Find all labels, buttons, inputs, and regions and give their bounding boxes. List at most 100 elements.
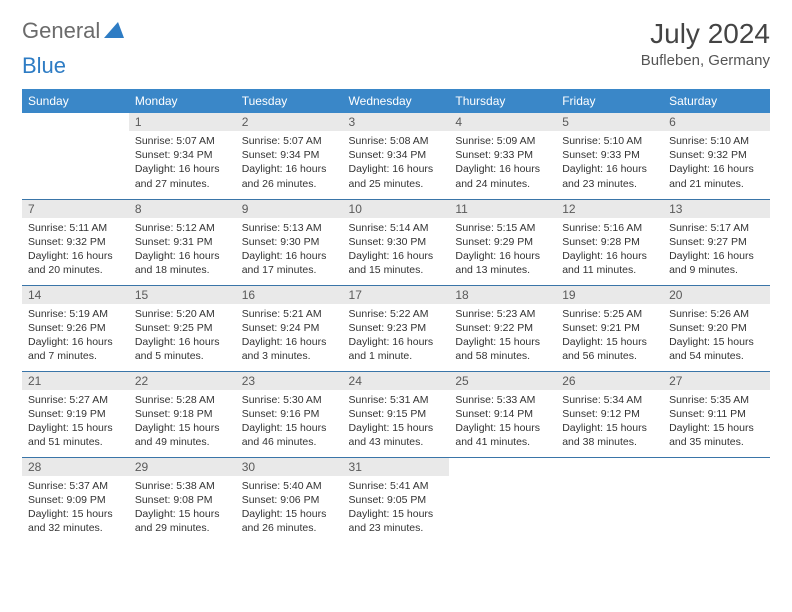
calendar-day-cell: 8Sunrise: 5:12 AMSunset: 9:31 PMDaylight…: [129, 199, 236, 285]
calendar-day-cell: 18Sunrise: 5:23 AMSunset: 9:22 PMDayligh…: [449, 285, 556, 371]
weekday-header: Wednesday: [343, 89, 450, 113]
day-body: Sunrise: 5:20 AMSunset: 9:25 PMDaylight:…: [129, 304, 236, 368]
day-body: Sunrise: 5:26 AMSunset: 9:20 PMDaylight:…: [663, 304, 770, 368]
day-body: Sunrise: 5:14 AMSunset: 9:30 PMDaylight:…: [343, 218, 450, 282]
calendar-day-cell: 21Sunrise: 5:27 AMSunset: 9:19 PMDayligh…: [22, 371, 129, 457]
calendar-day-cell: [663, 457, 770, 543]
day-number: 12: [556, 200, 663, 218]
day-body: Sunrise: 5:12 AMSunset: 9:31 PMDaylight:…: [129, 218, 236, 282]
day-number: 13: [663, 200, 770, 218]
day-number: 7: [22, 200, 129, 218]
calendar-body: 1Sunrise: 5:07 AMSunset: 9:34 PMDaylight…: [22, 113, 770, 543]
calendar-day-cell: [449, 457, 556, 543]
day-body: Sunrise: 5:13 AMSunset: 9:30 PMDaylight:…: [236, 218, 343, 282]
day-body: Sunrise: 5:09 AMSunset: 9:33 PMDaylight:…: [449, 131, 556, 195]
weekday-header: Saturday: [663, 89, 770, 113]
day-body: Sunrise: 5:31 AMSunset: 9:15 PMDaylight:…: [343, 390, 450, 454]
calendar-day-cell: 30Sunrise: 5:40 AMSunset: 9:06 PMDayligh…: [236, 457, 343, 543]
day-number: 4: [449, 113, 556, 131]
day-body: Sunrise: 5:34 AMSunset: 9:12 PMDaylight:…: [556, 390, 663, 454]
day-number: 11: [449, 200, 556, 218]
day-body: Sunrise: 5:17 AMSunset: 9:27 PMDaylight:…: [663, 218, 770, 282]
calendar-day-cell: 23Sunrise: 5:30 AMSunset: 9:16 PMDayligh…: [236, 371, 343, 457]
title-block: July 2024 Bufleben, Germany: [641, 18, 770, 69]
calendar-week-row: 1Sunrise: 5:07 AMSunset: 9:34 PMDaylight…: [22, 113, 770, 199]
day-number: 21: [22, 372, 129, 390]
day-body: Sunrise: 5:19 AMSunset: 9:26 PMDaylight:…: [22, 304, 129, 368]
day-body: Sunrise: 5:41 AMSunset: 9:05 PMDaylight:…: [343, 476, 450, 540]
calendar-day-cell: 17Sunrise: 5:22 AMSunset: 9:23 PMDayligh…: [343, 285, 450, 371]
day-number: 25: [449, 372, 556, 390]
location: Bufleben, Germany: [641, 52, 770, 69]
logo-text-general: General: [22, 18, 100, 44]
day-number: 2: [236, 113, 343, 131]
day-number: 23: [236, 372, 343, 390]
calendar-day-cell: 24Sunrise: 5:31 AMSunset: 9:15 PMDayligh…: [343, 371, 450, 457]
day-number: 24: [343, 372, 450, 390]
calendar-day-cell: 3Sunrise: 5:08 AMSunset: 9:34 PMDaylight…: [343, 113, 450, 199]
calendar-week-row: 7Sunrise: 5:11 AMSunset: 9:32 PMDaylight…: [22, 199, 770, 285]
calendar-week-row: 14Sunrise: 5:19 AMSunset: 9:26 PMDayligh…: [22, 285, 770, 371]
day-body: Sunrise: 5:23 AMSunset: 9:22 PMDaylight:…: [449, 304, 556, 368]
logo-text-blue: Blue: [22, 53, 66, 78]
calendar-week-row: 21Sunrise: 5:27 AMSunset: 9:19 PMDayligh…: [22, 371, 770, 457]
day-number: 10: [343, 200, 450, 218]
weekday-header: Sunday: [22, 89, 129, 113]
day-body: Sunrise: 5:30 AMSunset: 9:16 PMDaylight:…: [236, 390, 343, 454]
weekday-header: Friday: [556, 89, 663, 113]
month-title: July 2024: [641, 18, 770, 50]
day-body: Sunrise: 5:22 AMSunset: 9:23 PMDaylight:…: [343, 304, 450, 368]
day-number: 29: [129, 458, 236, 476]
day-body: Sunrise: 5:10 AMSunset: 9:33 PMDaylight:…: [556, 131, 663, 195]
day-body: Sunrise: 5:11 AMSunset: 9:32 PMDaylight:…: [22, 218, 129, 282]
calendar-day-cell: 22Sunrise: 5:28 AMSunset: 9:18 PMDayligh…: [129, 371, 236, 457]
calendar-day-cell: 6Sunrise: 5:10 AMSunset: 9:32 PMDaylight…: [663, 113, 770, 199]
day-number: 8: [129, 200, 236, 218]
calendar-day-cell: 1Sunrise: 5:07 AMSunset: 9:34 PMDaylight…: [129, 113, 236, 199]
day-number: 18: [449, 286, 556, 304]
day-body: Sunrise: 5:08 AMSunset: 9:34 PMDaylight:…: [343, 131, 450, 195]
day-number: 20: [663, 286, 770, 304]
weekday-header: Tuesday: [236, 89, 343, 113]
calendar-day-cell: 9Sunrise: 5:13 AMSunset: 9:30 PMDaylight…: [236, 199, 343, 285]
calendar-day-cell: 19Sunrise: 5:25 AMSunset: 9:21 PMDayligh…: [556, 285, 663, 371]
day-number: 9: [236, 200, 343, 218]
day-body: Sunrise: 5:38 AMSunset: 9:08 PMDaylight:…: [129, 476, 236, 540]
calendar-day-cell: 5Sunrise: 5:10 AMSunset: 9:33 PMDaylight…: [556, 113, 663, 199]
day-body: Sunrise: 5:25 AMSunset: 9:21 PMDaylight:…: [556, 304, 663, 368]
day-body: Sunrise: 5:21 AMSunset: 9:24 PMDaylight:…: [236, 304, 343, 368]
day-body: Sunrise: 5:27 AMSunset: 9:19 PMDaylight:…: [22, 390, 129, 454]
day-number: 31: [343, 458, 450, 476]
calendar-day-cell: 4Sunrise: 5:09 AMSunset: 9:33 PMDaylight…: [449, 113, 556, 199]
calendar-day-cell: 28Sunrise: 5:37 AMSunset: 9:09 PMDayligh…: [22, 457, 129, 543]
weekday-header: Thursday: [449, 89, 556, 113]
day-number: 5: [556, 113, 663, 131]
day-body: Sunrise: 5:07 AMSunset: 9:34 PMDaylight:…: [236, 131, 343, 195]
calendar-day-cell: 10Sunrise: 5:14 AMSunset: 9:30 PMDayligh…: [343, 199, 450, 285]
day-body: Sunrise: 5:40 AMSunset: 9:06 PMDaylight:…: [236, 476, 343, 540]
calendar-day-cell: 31Sunrise: 5:41 AMSunset: 9:05 PMDayligh…: [343, 457, 450, 543]
day-number: 30: [236, 458, 343, 476]
day-number: 3: [343, 113, 450, 131]
day-number: 1: [129, 113, 236, 131]
day-number: 28: [22, 458, 129, 476]
calendar-day-cell: 20Sunrise: 5:26 AMSunset: 9:20 PMDayligh…: [663, 285, 770, 371]
calendar-day-cell: [22, 113, 129, 199]
day-body: Sunrise: 5:16 AMSunset: 9:28 PMDaylight:…: [556, 218, 663, 282]
calendar-day-cell: 25Sunrise: 5:33 AMSunset: 9:14 PMDayligh…: [449, 371, 556, 457]
logo: General: [22, 18, 126, 44]
calendar-day-cell: 29Sunrise: 5:38 AMSunset: 9:08 PMDayligh…: [129, 457, 236, 543]
calendar-day-cell: 27Sunrise: 5:35 AMSunset: 9:11 PMDayligh…: [663, 371, 770, 457]
calendar-day-cell: 15Sunrise: 5:20 AMSunset: 9:25 PMDayligh…: [129, 285, 236, 371]
day-number: 17: [343, 286, 450, 304]
calendar-day-cell: [556, 457, 663, 543]
calendar-day-cell: 11Sunrise: 5:15 AMSunset: 9:29 PMDayligh…: [449, 199, 556, 285]
calendar-day-cell: 14Sunrise: 5:19 AMSunset: 9:26 PMDayligh…: [22, 285, 129, 371]
calendar-day-cell: 16Sunrise: 5:21 AMSunset: 9:24 PMDayligh…: [236, 285, 343, 371]
day-body: Sunrise: 5:10 AMSunset: 9:32 PMDaylight:…: [663, 131, 770, 195]
calendar-day-cell: 12Sunrise: 5:16 AMSunset: 9:28 PMDayligh…: [556, 199, 663, 285]
day-body: Sunrise: 5:35 AMSunset: 9:11 PMDaylight:…: [663, 390, 770, 454]
day-body: Sunrise: 5:15 AMSunset: 9:29 PMDaylight:…: [449, 218, 556, 282]
calendar-day-cell: 2Sunrise: 5:07 AMSunset: 9:34 PMDaylight…: [236, 113, 343, 199]
calendar-table: SundayMondayTuesdayWednesdayThursdayFrid…: [22, 89, 770, 543]
